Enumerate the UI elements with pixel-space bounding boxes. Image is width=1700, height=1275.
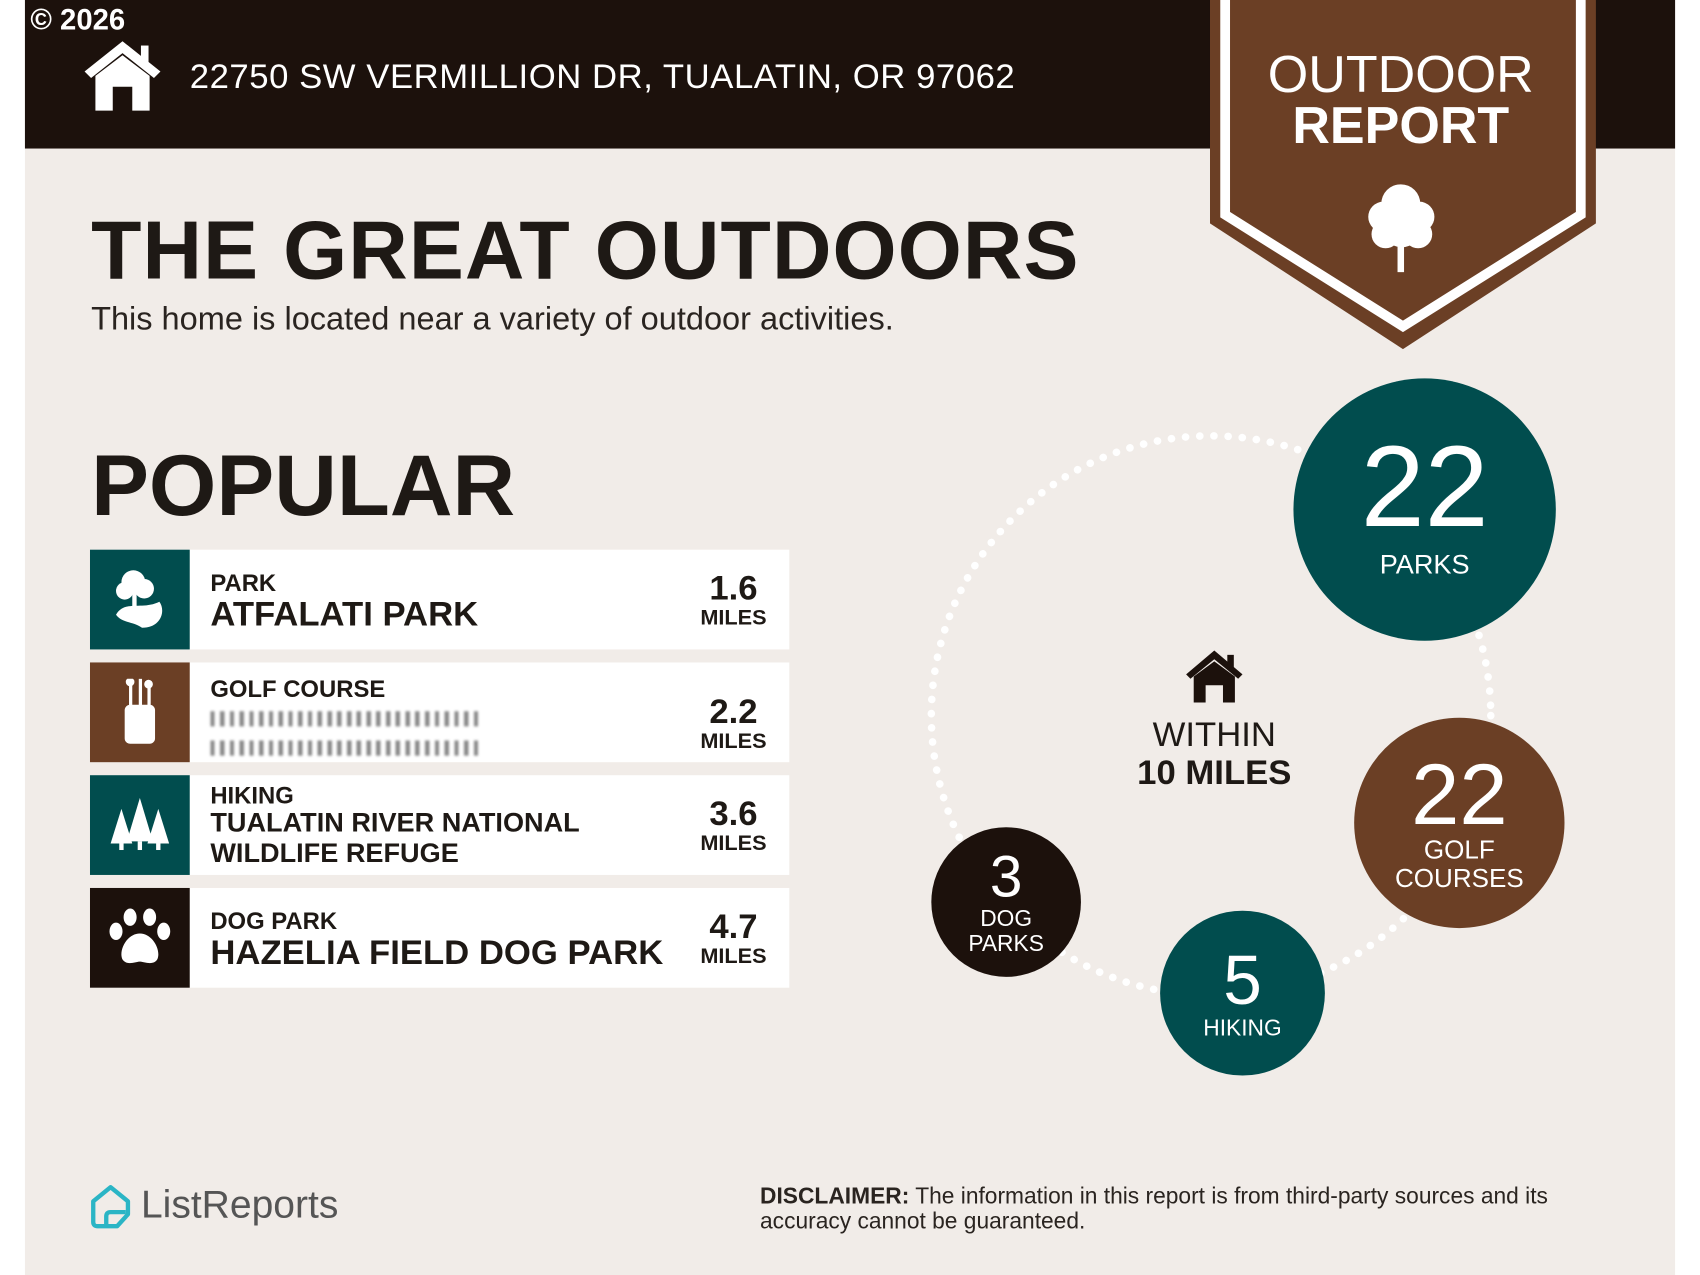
parks-count-circle: 22 PARKS bbox=[1293, 378, 1556, 641]
item-category: HIKING bbox=[210, 781, 294, 809]
park-icon bbox=[89, 549, 190, 650]
hiking-count-circle: 5 HIKING bbox=[1160, 910, 1325, 1076]
dog-parks-count-circle: 3 DOG PARKS bbox=[931, 827, 1081, 977]
item-distance: 4.7 bbox=[709, 906, 758, 946]
item-category: GOLF COURSE bbox=[210, 675, 386, 703]
item-distance: 3.6 bbox=[709, 793, 758, 833]
count-label: DOG PARKS bbox=[968, 906, 1044, 957]
badge-line-1: OUTDOOR bbox=[1267, 46, 1534, 105]
count-value: 22 bbox=[1360, 422, 1489, 551]
item-distance: 2.2 bbox=[709, 691, 758, 731]
count-value: 3 bbox=[989, 844, 1023, 910]
pine-trees-icon bbox=[89, 775, 190, 875]
tree-icon bbox=[1368, 184, 1435, 273]
item-distance-unit: MILES bbox=[700, 831, 767, 856]
item-name: HAZELIA FIELD DOG PARK bbox=[210, 932, 664, 972]
page-title: THE GREAT OUTDOORS bbox=[91, 204, 1080, 298]
radius-line-1: WITHIN bbox=[1152, 714, 1276, 754]
count-value: 22 bbox=[1411, 745, 1508, 843]
count-label: PARKS bbox=[1379, 549, 1470, 580]
golf-bag-icon bbox=[89, 662, 190, 763]
house-icon bbox=[84, 41, 161, 111]
item-distance-unit: MILES bbox=[700, 944, 767, 969]
disclaimer-text: The information in this report is from t… bbox=[760, 1183, 1548, 1234]
list-item-hiking: HIKING TUALATIN RIVER NATIONAL WILDLIFE … bbox=[89, 775, 790, 875]
count-label: HIKING bbox=[1203, 1015, 1282, 1041]
page-subtitle: This home is located near a variety of o… bbox=[91, 301, 894, 338]
paw-icon bbox=[89, 887, 190, 988]
outdoor-report-badge bbox=[1209, 0, 1596, 350]
item-distance-unit: MILES bbox=[700, 729, 767, 754]
copyright: © 2026 bbox=[30, 3, 126, 36]
radius-line-2: 10 MILES bbox=[1137, 752, 1292, 792]
count-label: GOLF COURSES bbox=[1394, 835, 1524, 894]
badge-line-2: REPORT bbox=[1292, 97, 1510, 156]
obscured-name-line bbox=[210, 711, 482, 727]
popular-heading: POPULAR bbox=[91, 436, 516, 534]
property-address: 22750 SW VERMILLION DR, TUALATIN, OR 970… bbox=[189, 56, 1016, 96]
list-item-dog-park: DOG PARK HAZELIA FIELD DOG PARK 4.7 MILES bbox=[89, 887, 790, 988]
list-item-golf-course: GOLF COURSE 2.2 MILES bbox=[89, 662, 790, 763]
golf-courses-count-circle: 22 GOLF COURSES bbox=[1354, 717, 1565, 929]
item-category: DOG PARK bbox=[210, 907, 338, 935]
item-distance: 1.6 bbox=[709, 568, 758, 608]
home-icon bbox=[1186, 650, 1243, 703]
count-value: 5 bbox=[1223, 941, 1262, 1020]
item-distance-unit: MILES bbox=[700, 606, 767, 630]
item-category: PARK bbox=[210, 569, 277, 597]
item-name: TUALATIN RIVER NATIONAL WILDLIFE REFUGE bbox=[210, 807, 580, 869]
obscured-name-line bbox=[210, 740, 482, 756]
list-item-park: PARK ATFALATI PARK 1.6 MILES bbox=[89, 549, 790, 650]
disclaimer-label: DISCLAIMER: bbox=[760, 1183, 910, 1209]
listreports-logo-icon bbox=[91, 1185, 131, 1229]
listreports-logo-text: ListReports bbox=[140, 1181, 339, 1227]
item-name: ATFALATI PARK bbox=[210, 594, 479, 634]
disclaimer: DISCLAIMER: The information in this repo… bbox=[760, 1184, 1627, 1234]
